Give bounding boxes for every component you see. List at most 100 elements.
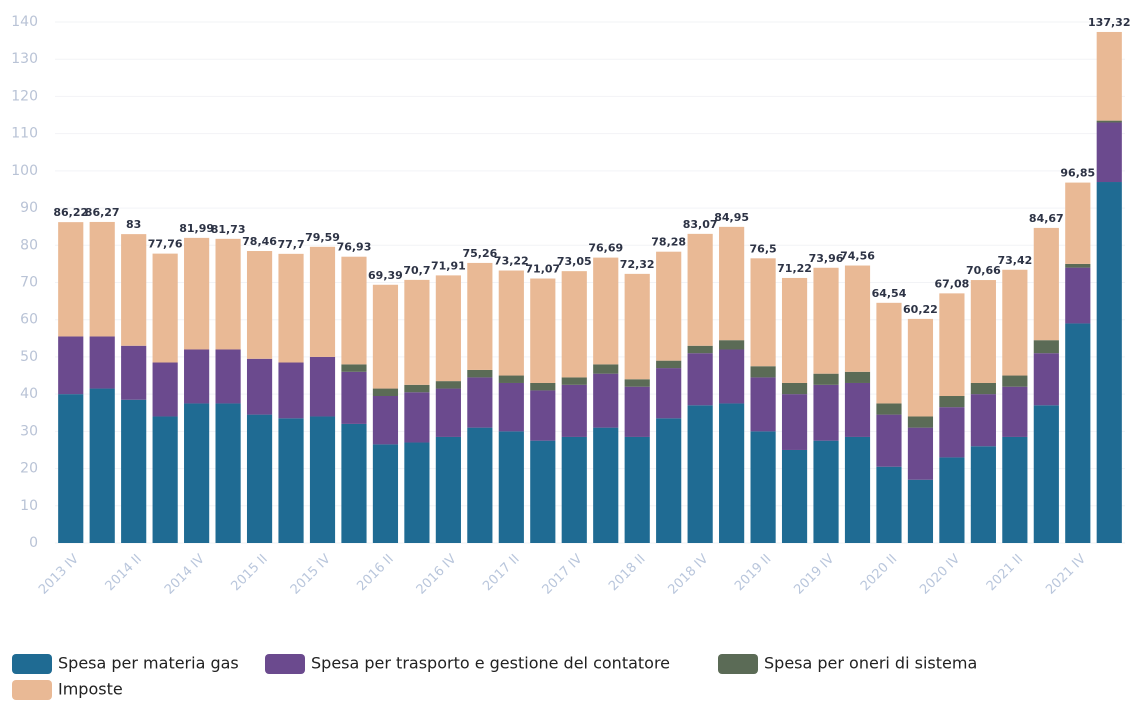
y-tick-label: 110 xyxy=(11,126,38,142)
bar-segment xyxy=(246,414,273,543)
bar-segment xyxy=(435,381,461,389)
bar-segment xyxy=(844,265,871,372)
bar-segment xyxy=(121,345,147,400)
x-tick-label: 2016 II xyxy=(354,552,396,594)
bar-segment xyxy=(656,251,682,361)
bar-segment xyxy=(1065,323,1091,543)
bar-segment xyxy=(561,436,587,543)
value-label: 76,5 xyxy=(750,242,777,255)
y-tick-label: 80 xyxy=(20,237,38,253)
bar-segment xyxy=(58,336,84,395)
bar-segment xyxy=(152,362,178,417)
bar-segment xyxy=(939,293,965,397)
bar-segment xyxy=(1096,120,1122,123)
bar-segment xyxy=(89,221,115,337)
bar-segment xyxy=(781,394,808,450)
bar-segment xyxy=(844,382,871,437)
bar-segment xyxy=(939,457,965,543)
x-tick-label: 2014 II xyxy=(103,552,145,594)
bar-segment xyxy=(121,234,147,346)
bar-segment xyxy=(1033,353,1059,406)
bar-segment xyxy=(750,366,776,378)
bar-segment xyxy=(1002,386,1028,437)
bar-segment xyxy=(1096,122,1122,183)
bar-segment xyxy=(656,418,682,543)
bar-segment xyxy=(1096,31,1122,121)
value-label: 86,22 xyxy=(53,206,88,219)
value-label: 78,46 xyxy=(242,235,277,248)
bar-segment xyxy=(939,407,965,458)
bar-segment xyxy=(278,362,304,419)
bar-segment xyxy=(1096,182,1122,543)
bar-segment xyxy=(781,277,808,383)
value-label: 86,27 xyxy=(85,206,120,219)
bar-segment xyxy=(309,356,336,417)
bar-segment xyxy=(372,388,399,397)
value-label: 137,32 xyxy=(1088,16,1130,29)
value-label: 84,95 xyxy=(714,211,749,224)
bar-segment xyxy=(435,436,461,543)
legend-label: Spesa per trasporto e gestione del conta… xyxy=(311,654,670,673)
x-tick-label: 2019 IV xyxy=(791,552,837,598)
bar-segment xyxy=(813,440,839,543)
legend-swatch xyxy=(12,680,52,700)
bar-segment xyxy=(530,440,556,543)
y-tick-label: 50 xyxy=(20,349,38,365)
bar-segment xyxy=(593,427,619,543)
value-label: 81,73 xyxy=(211,223,246,236)
value-label: 81,99 xyxy=(179,222,214,235)
value-label: 73,42 xyxy=(997,254,1032,267)
bar-segment xyxy=(1065,182,1091,264)
bar-segment xyxy=(341,364,367,372)
bar-segment xyxy=(876,414,902,467)
y-tick-label: 90 xyxy=(20,200,38,216)
bar-segment xyxy=(215,403,241,543)
x-tick-label: 2017 II xyxy=(480,552,522,594)
value-label: 73,22 xyxy=(494,255,529,268)
value-label: 76,93 xyxy=(337,241,372,254)
bar-segment xyxy=(970,394,996,447)
legend-swatch xyxy=(718,654,758,674)
value-label: 78,28 xyxy=(651,236,686,249)
y-tick-label: 30 xyxy=(20,423,38,439)
bar-segment xyxy=(687,405,713,543)
bar-segment xyxy=(624,436,650,543)
bar-segment xyxy=(593,364,619,374)
bar-segment xyxy=(624,386,650,437)
bar-segment xyxy=(89,336,115,389)
legend-label: Spesa per oneri di sistema xyxy=(764,654,977,673)
x-tick-label: 2013 IV xyxy=(36,552,82,598)
bar-segment xyxy=(876,403,902,415)
bar-segment xyxy=(404,384,430,393)
bar-segment xyxy=(813,384,839,441)
value-label: 73,96 xyxy=(809,252,844,265)
bar-segment xyxy=(530,390,556,441)
legend-label: Spesa per materia gas xyxy=(58,654,239,673)
bar-segment xyxy=(152,253,178,363)
bar-segment xyxy=(970,382,996,395)
bar-segment xyxy=(404,279,430,385)
bar-segment xyxy=(1033,227,1059,341)
value-label: 70,66 xyxy=(966,264,1001,277)
bar-segment xyxy=(467,262,493,370)
x-tick-label: 2021 II xyxy=(984,552,1026,594)
bar-segment xyxy=(813,373,839,385)
bar-segment xyxy=(341,423,367,543)
bar-segment xyxy=(89,388,115,543)
value-label: 84,67 xyxy=(1029,212,1064,225)
x-tick-label: 2020 IV xyxy=(917,552,963,598)
value-label: 83,07 xyxy=(683,218,718,231)
bar-segment xyxy=(561,384,587,437)
bar-segment xyxy=(593,373,619,428)
bar-segment xyxy=(687,345,713,354)
value-label: 71,07 xyxy=(525,263,560,276)
bar-segment xyxy=(435,388,461,437)
bar-segment xyxy=(1033,405,1059,543)
bar-segment xyxy=(907,318,934,417)
bar-segment xyxy=(624,273,650,380)
x-tick-label: 2015 IV xyxy=(288,552,334,598)
bar-segment xyxy=(1002,436,1028,543)
bar-segment xyxy=(467,427,493,543)
value-label: 79,59 xyxy=(305,231,340,244)
